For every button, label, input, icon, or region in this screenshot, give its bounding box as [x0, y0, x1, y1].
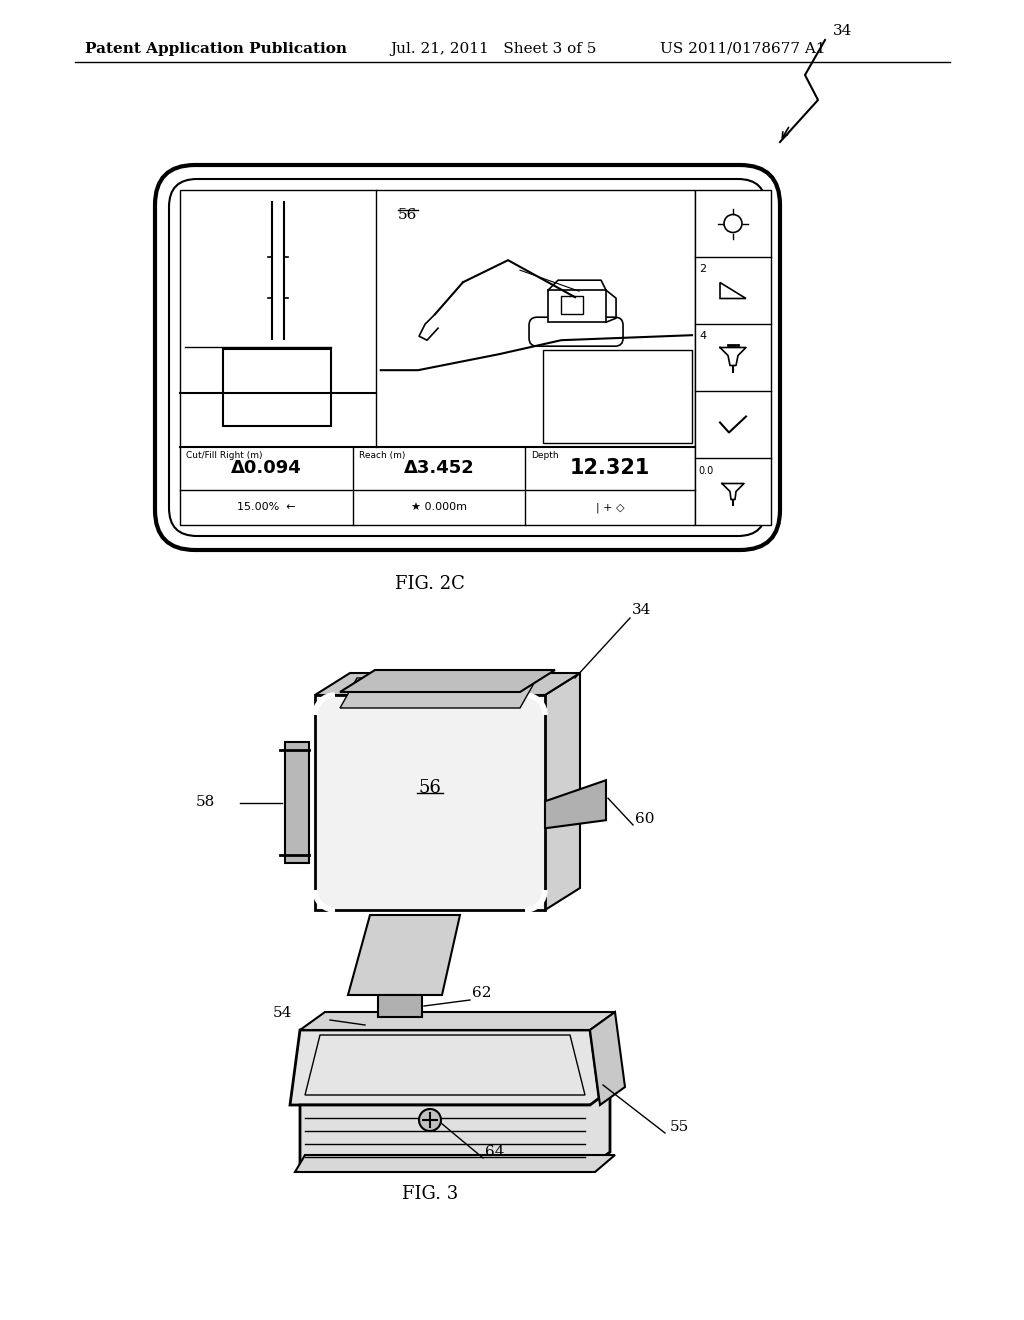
Text: 12.321: 12.321: [569, 458, 650, 478]
Polygon shape: [340, 678, 537, 708]
Text: Depth: Depth: [531, 451, 559, 459]
Text: 56: 56: [419, 779, 441, 797]
Text: 2: 2: [699, 264, 707, 273]
Text: 56: 56: [397, 209, 417, 222]
Bar: [561, 296, 583, 314]
Bar: [223, 350, 331, 426]
Text: 64: 64: [485, 1144, 505, 1159]
Polygon shape: [315, 696, 545, 909]
Polygon shape: [545, 780, 606, 829]
Circle shape: [419, 1109, 441, 1131]
Text: Δ0.094: Δ0.094: [230, 459, 302, 478]
Polygon shape: [295, 1155, 615, 1172]
Text: 55: 55: [670, 1119, 689, 1134]
Polygon shape: [300, 1090, 610, 1167]
Text: Patent Application Publication: Patent Application Publication: [85, 42, 347, 55]
Bar: [180, 190, 695, 525]
Text: 54: 54: [272, 1006, 292, 1020]
Bar: [548, 290, 606, 322]
Text: 34: 34: [632, 603, 651, 616]
Text: 15.00%  ←: 15.00% ←: [237, 503, 296, 512]
Text: 60: 60: [635, 812, 654, 826]
Text: ★ 0.000m: ★ 0.000m: [411, 503, 467, 512]
Text: Cut/Fill Right (m): Cut/Fill Right (m): [186, 451, 262, 459]
Text: Reach (m): Reach (m): [358, 451, 404, 459]
Bar: [543, 350, 692, 444]
Polygon shape: [590, 1012, 625, 1105]
Text: FIG. 2C: FIG. 2C: [395, 576, 465, 593]
Text: 0.0: 0.0: [698, 466, 714, 477]
FancyBboxPatch shape: [155, 165, 780, 550]
Polygon shape: [545, 673, 580, 909]
Polygon shape: [340, 671, 555, 692]
FancyBboxPatch shape: [169, 180, 766, 536]
Polygon shape: [315, 673, 580, 696]
Text: 34: 34: [833, 24, 852, 38]
Text: Δ3.452: Δ3.452: [403, 459, 474, 478]
Text: Jul. 21, 2011   Sheet 3 of 5: Jul. 21, 2011 Sheet 3 of 5: [390, 42, 596, 55]
Bar: [695, 190, 771, 525]
Text: 62: 62: [472, 986, 492, 1001]
Text: FIG. 3: FIG. 3: [401, 1185, 458, 1203]
Polygon shape: [348, 915, 460, 995]
Polygon shape: [300, 1012, 615, 1030]
Text: 4: 4: [699, 331, 707, 341]
Polygon shape: [285, 742, 309, 863]
Bar: [378, 995, 422, 1016]
Text: 58: 58: [196, 796, 215, 809]
Text: | + ◇: | + ◇: [596, 502, 625, 512]
Polygon shape: [290, 1030, 600, 1105]
FancyBboxPatch shape: [529, 317, 623, 346]
Text: US 2011/0178677 A1: US 2011/0178677 A1: [660, 42, 825, 55]
